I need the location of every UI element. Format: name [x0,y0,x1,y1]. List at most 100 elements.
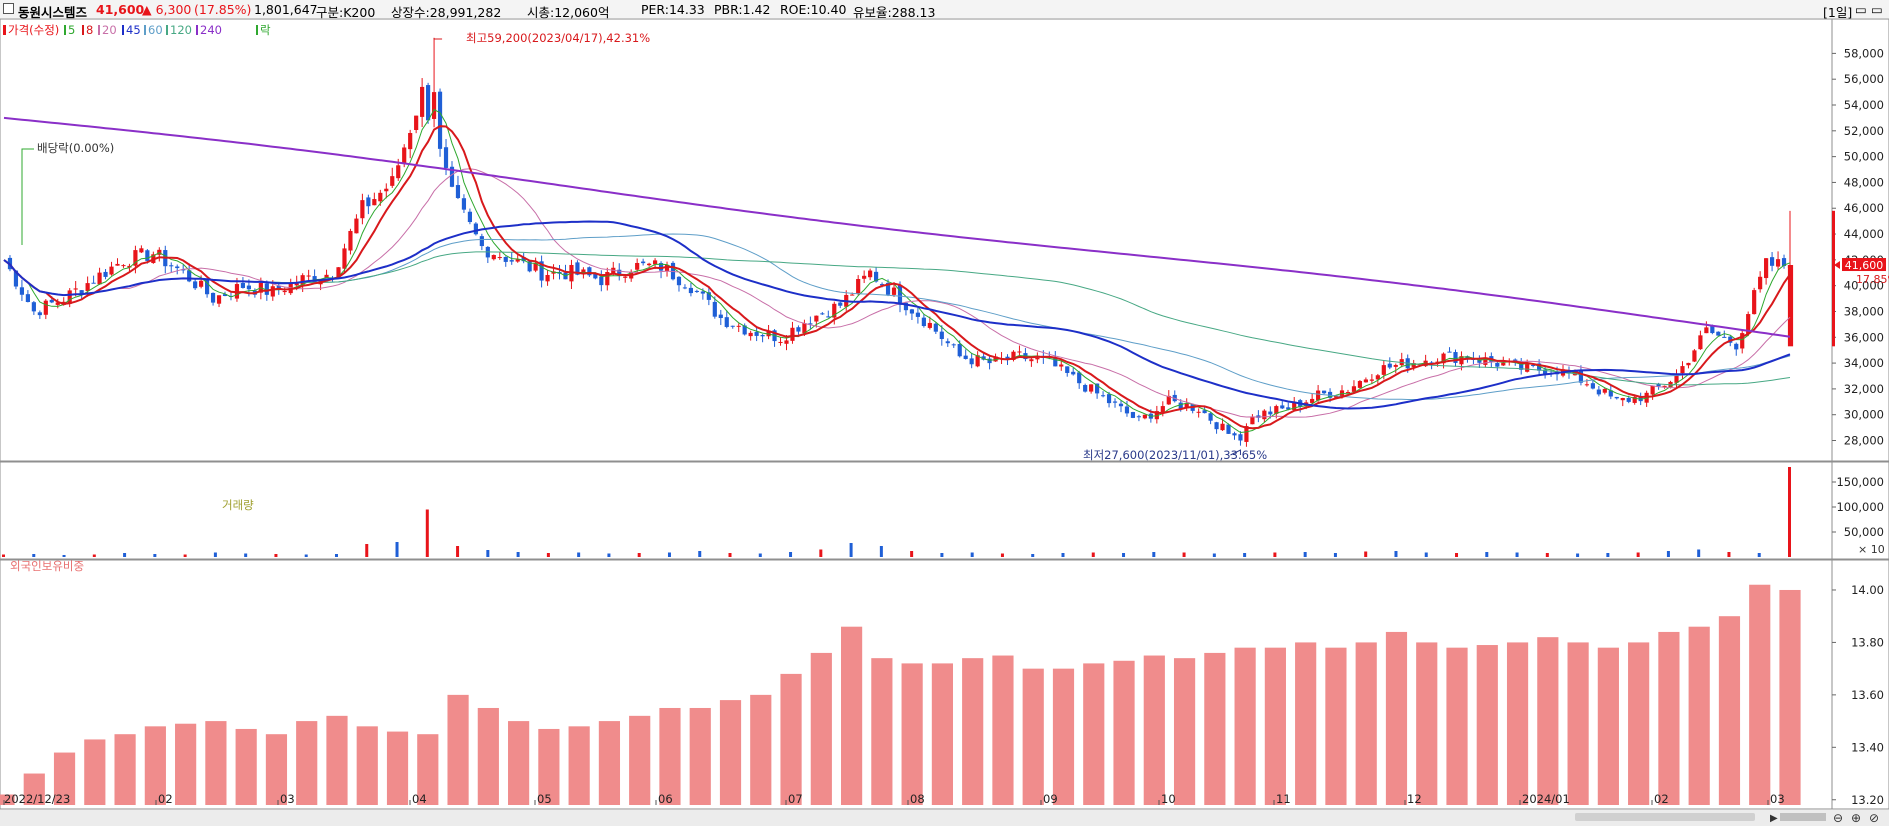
volume-bar [910,551,914,557]
volume-bar [1364,551,1368,557]
volume-bar [758,553,762,557]
candle [1333,395,1339,398]
candle [1095,383,1100,394]
volume-bar [1788,467,1791,557]
candle [67,290,72,304]
candle [718,314,723,319]
candle [204,279,210,295]
candle [658,263,664,271]
candle [210,292,216,303]
candle [1244,426,1249,442]
x-tick-label: 05 [537,792,552,806]
volume-bar [1152,552,1156,557]
candle [169,265,174,267]
candle [1513,359,1518,362]
foreign-bar [1779,589,1801,805]
candle [1722,336,1727,338]
candle [599,276,604,286]
minimize-icon[interactable]: ▭ [1855,2,1867,17]
candle [1578,370,1584,383]
chart-area[interactable]: 28,000 30,000 32,000 34,000 36,000 38,000 40,0… [0,19,1889,809]
legend-ma5: 5 [68,23,75,37]
volume-bar [1636,552,1640,557]
candle [545,274,550,282]
foreign-bar [538,728,560,805]
y-tick-label: 54,000 [1844,98,1884,112]
period-selector[interactable]: [1일] [1823,5,1853,20]
candle [730,325,735,327]
foreign-bar [901,663,923,805]
candle [790,327,795,341]
foreign-bar [1234,647,1256,805]
candle [1035,357,1040,360]
x-tick-label: 12 [1407,792,1422,806]
candle [1053,357,1058,367]
candle [784,340,789,344]
y-tick-label: 48,000 [1844,175,1884,189]
candle [1704,327,1709,334]
close-icon[interactable]: ▭ [1871,2,1883,17]
pct-tag: 17.85% [1856,273,1889,286]
candle [1698,335,1703,350]
candle [414,115,419,130]
last-candle [1787,265,1794,347]
dividend-annotation: 배당락(0.00%) [37,141,114,155]
volume-bar [1212,553,1216,557]
candle [1602,388,1607,393]
x-tick-label: 07 [788,792,803,806]
x-tick-label: 02 [158,792,173,806]
candle [879,284,885,286]
volume-bar [62,555,66,557]
volume-bar [698,551,702,557]
volume-bar [1727,552,1731,557]
candle [820,313,825,315]
volume-bar [789,552,793,557]
foreign-bar [719,700,742,805]
zoom-slider[interactable] [1780,813,1826,821]
scroll-thumb[interactable] [1575,813,1755,821]
volume-bar [92,554,96,557]
roe: ROE:10.40 [780,2,847,17]
foreign-bar [750,694,772,805]
candle [366,197,371,207]
volume-bar [1333,553,1337,557]
volume-bar [1606,553,1610,557]
candle [605,272,610,286]
foreign-bar [598,721,621,805]
candle [193,281,198,289]
volume-bar [32,554,36,557]
scroll-right-arrow-icon[interactable]: ▶ [1770,813,1778,824]
foreign-bar [114,734,136,805]
foreign-bar [1083,663,1105,805]
candle [1441,353,1446,364]
candle [760,335,765,337]
foreign-bar [205,721,227,805]
select-checkbox[interactable] [3,3,14,14]
x-tick-label: 11 [1276,792,1291,806]
candle [939,331,944,339]
zoom-out-icon[interactable]: ⊖ [1833,811,1844,825]
foreign-bar [477,707,499,805]
foreign-bar [1052,668,1075,805]
candle [402,147,407,164]
candle [766,330,771,337]
scroll-bar[interactable]: ▶ ⊖ ⊕ ⊘ [0,809,1889,826]
volume-bar [1666,551,1670,557]
low-annotation: 최저27,600(2023/11/01),33.65% [1083,448,1267,462]
candle [987,358,992,364]
candle [593,273,598,279]
volume-bar [153,554,157,557]
candle [246,285,251,290]
zoom-reset-icon[interactable]: ⊘ [1869,811,1880,825]
candle [1501,362,1506,366]
ma8-line [3,125,1791,430]
candle [13,270,19,287]
candle [874,271,879,282]
candle [706,292,711,300]
foreign-bar [1749,584,1771,805]
foreign-bar [1506,642,1529,805]
candle [1543,369,1548,375]
candle [850,294,855,296]
candle [1477,360,1482,363]
zoom-in-icon[interactable]: ⊕ [1851,811,1862,825]
